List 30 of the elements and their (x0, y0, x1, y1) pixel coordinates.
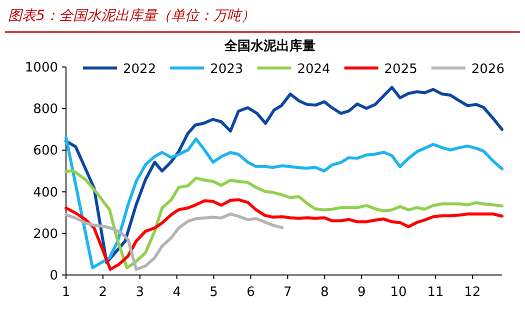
line-series (64, 86, 504, 264)
x-tick-label: 4 (172, 285, 181, 300)
legend-label: 2022 (123, 62, 156, 77)
x-tick-label: 11 (427, 285, 444, 300)
y-tick-label: 800 (33, 102, 58, 118)
x-tick-label: 3 (136, 285, 144, 300)
x-tick-label: 2 (98, 285, 108, 300)
y-tick-label: 200 (33, 226, 58, 242)
chart-subtitle: 全国水泥出库量 (224, 38, 316, 54)
legend-label: 2025 (384, 62, 418, 77)
x-tick-label: 9 (357, 285, 366, 300)
x-tick-label: 10 (390, 285, 407, 300)
legend-label: 2024 (297, 62, 330, 77)
y-tick-label: 1000 (24, 60, 58, 76)
x-tick-label: 8 (320, 285, 329, 300)
x-tick-label: 7 (284, 285, 292, 300)
legend-label: 2023 (210, 62, 244, 77)
x-tick-label: 5 (210, 285, 218, 300)
line-series (64, 198, 504, 271)
y-tick-label: 400 (33, 185, 58, 200)
y-tick-label: 600 (33, 144, 58, 159)
x-tick-label: 1 (62, 285, 70, 300)
y-tick-label: 0 (50, 268, 58, 284)
line-series (64, 169, 504, 270)
x-tick-label: 6 (246, 285, 255, 300)
line-series (64, 136, 504, 270)
chart-title: 图表5：全国水泥出库量（单位：万吨） (8, 8, 255, 24)
x-tick-label: 12 (464, 285, 481, 300)
legend-label: 2026 (471, 62, 504, 77)
line-series (64, 212, 284, 271)
